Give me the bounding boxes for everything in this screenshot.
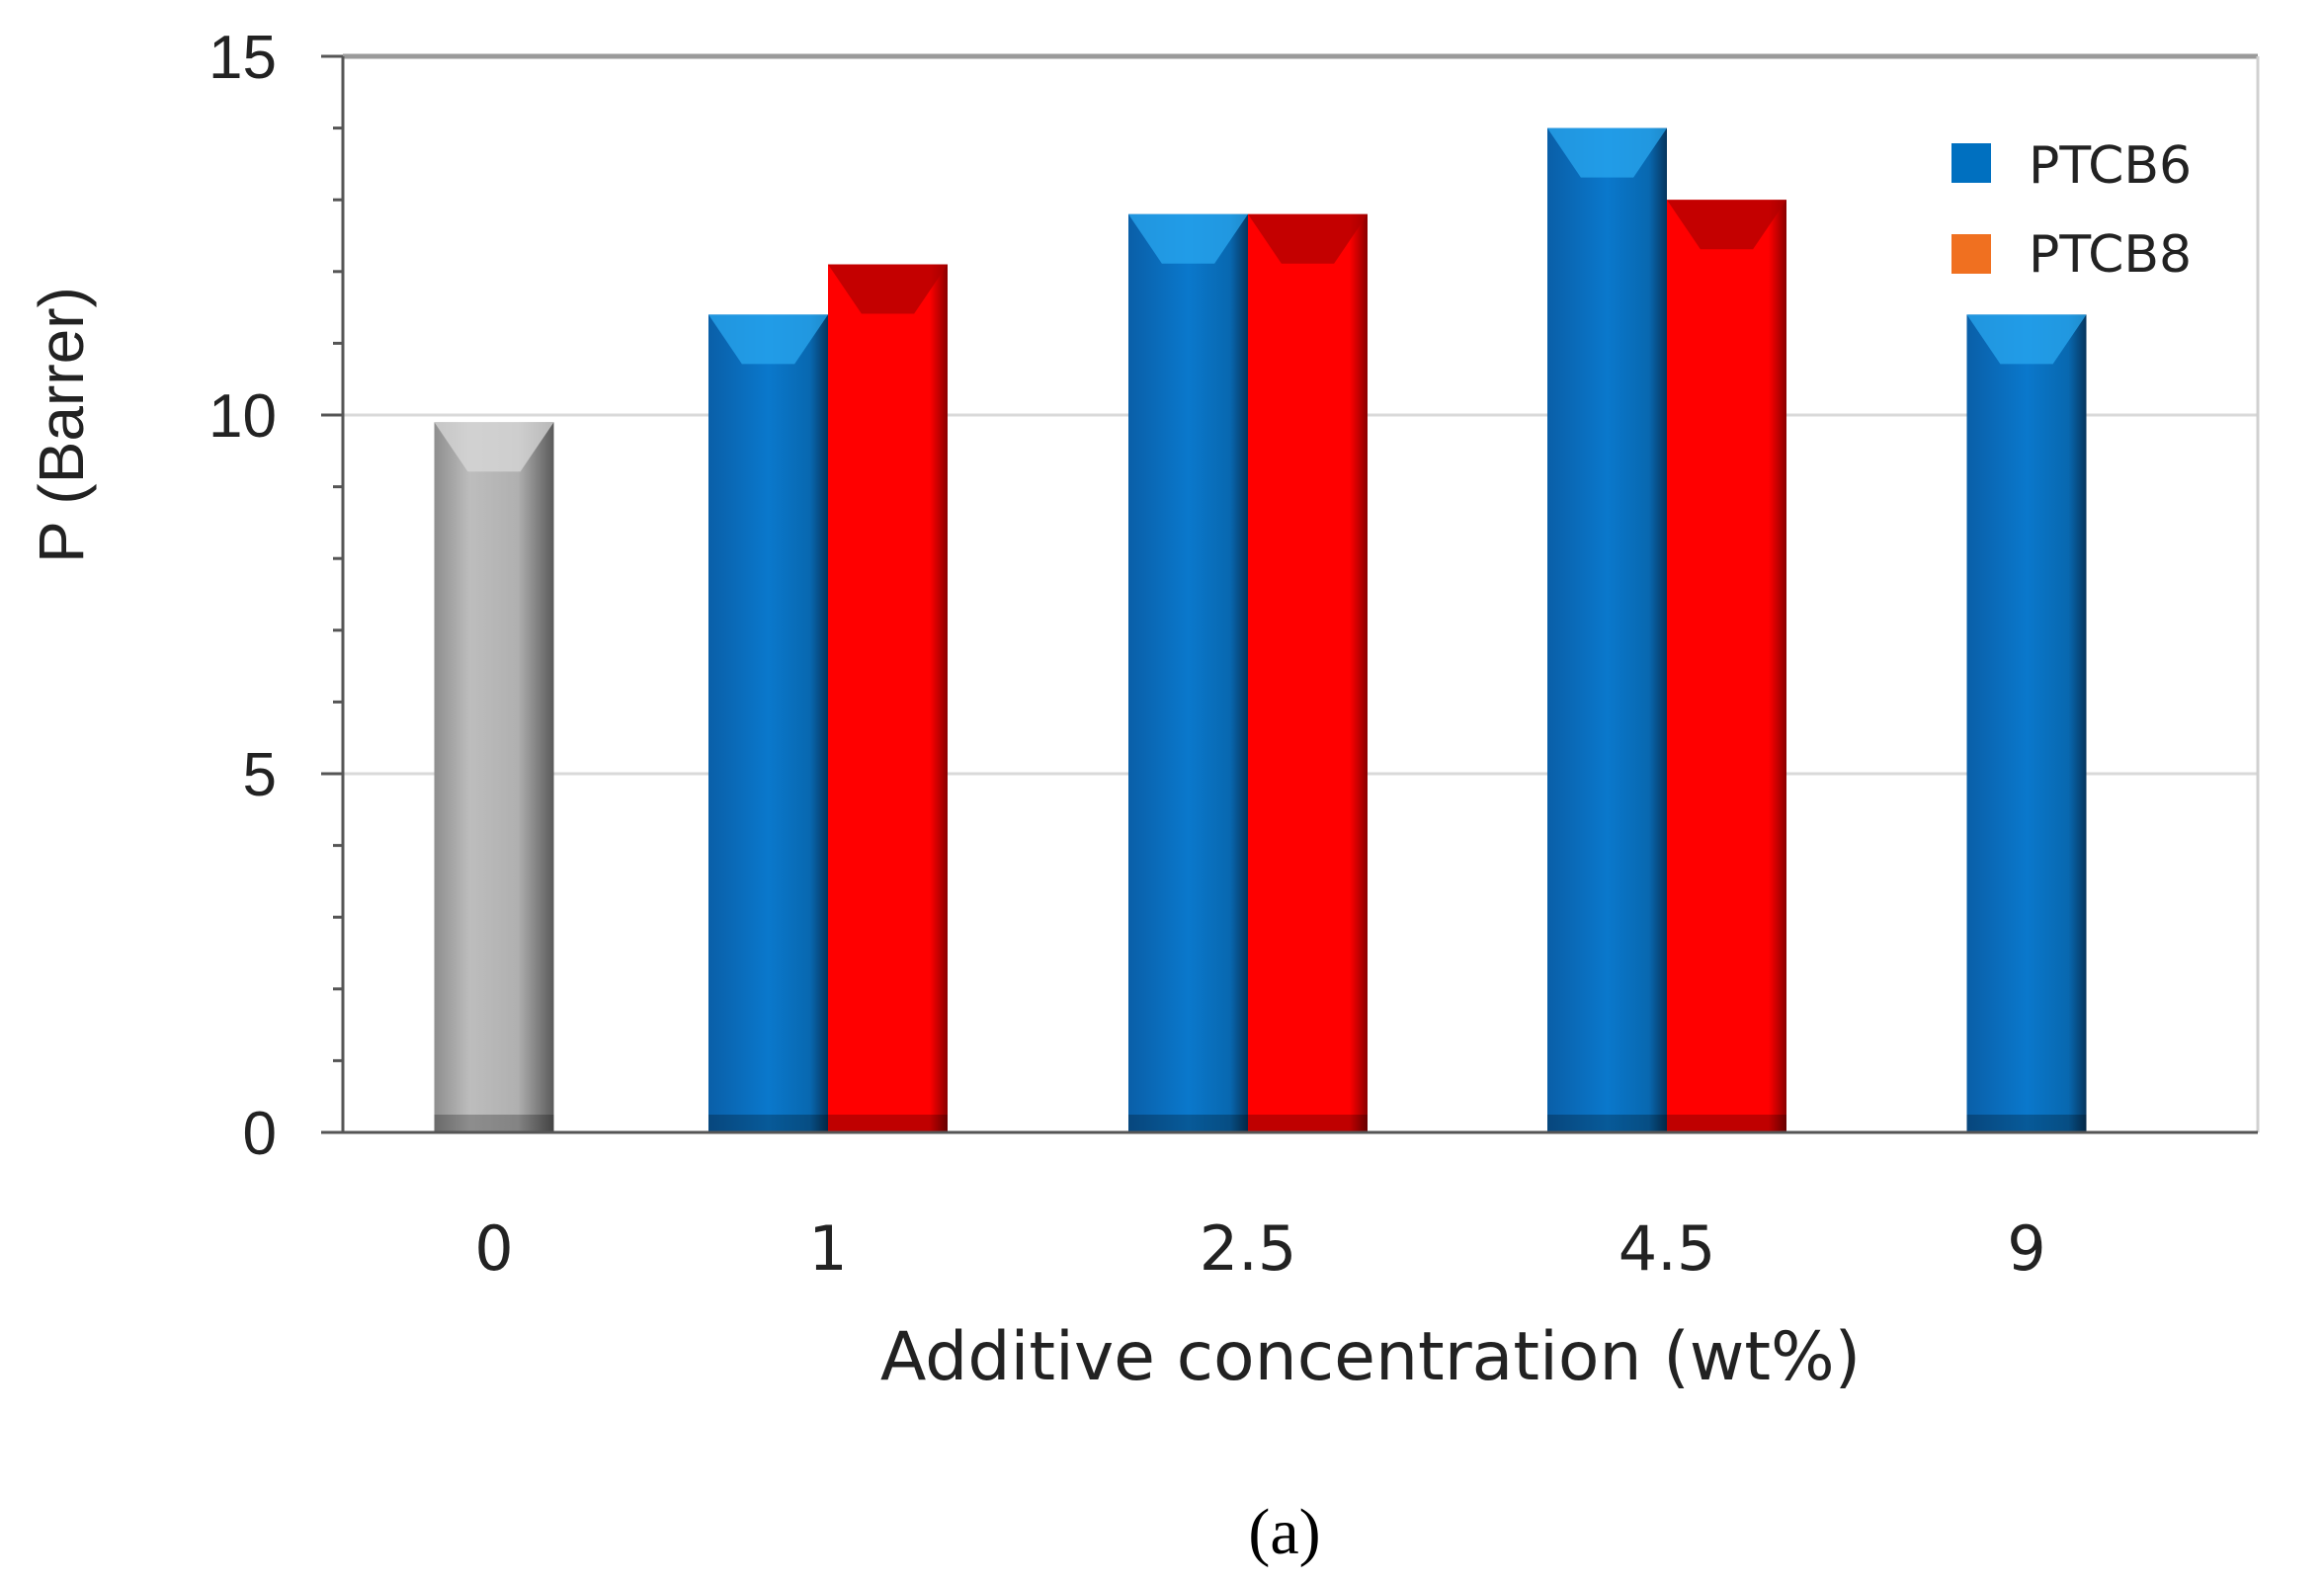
bar-bevel-baseline-0 <box>434 422 554 472</box>
bars <box>434 127 2087 1133</box>
bar-bevel-ptcb6-2.5 <box>1128 213 1248 264</box>
bar-base-baseline-0 <box>434 1115 554 1132</box>
bar-base-ptcb6-4.5 <box>1547 1115 1667 1132</box>
x-tick-label: 0 <box>474 1212 513 1285</box>
bar-ptcb6-1 <box>708 314 828 1132</box>
bar-bevel-ptcb6-4.5 <box>1547 127 1667 178</box>
bar-base-ptcb6-9 <box>1966 1115 2087 1132</box>
y-tick-labels: 0 5 10 15 <box>208 24 277 1168</box>
bar-ptcb8-1 <box>828 264 948 1132</box>
bar-ptcb6-9 <box>1966 314 2087 1132</box>
bar-ptcb8-4.5 <box>1667 200 1786 1132</box>
x-tick-label: 9 <box>2007 1212 2045 1285</box>
legend-marker-ptcb6 <box>1951 143 1991 183</box>
bar-base-ptcb6-2.5 <box>1128 1115 1248 1132</box>
bar-ptcb8-2.5 <box>1248 213 1368 1133</box>
bar-baseline-0 <box>434 422 554 1132</box>
figure-caption: (a) <box>1248 1496 1320 1568</box>
bar-ptcb6-2.5 <box>1128 213 1248 1133</box>
y-tick-label: 15 <box>208 24 277 92</box>
bar-ptcb6-4.5 <box>1547 127 1667 1133</box>
bar-bevel-ptcb6-1 <box>708 314 828 365</box>
bar-base-ptcb6-1 <box>708 1115 828 1132</box>
x-tick-label: 1 <box>808 1212 847 1285</box>
bar-bevel-ptcb8-1 <box>828 264 948 314</box>
legend-label-ptcb8: PTCB8 <box>2029 225 2192 285</box>
legend: PTCB6 PTCB8 <box>1951 136 2192 285</box>
bar-bevel-ptcb6-9 <box>1966 314 2087 365</box>
y-tick-label: 10 <box>208 382 277 451</box>
y-tick-label: 0 <box>243 1100 277 1168</box>
legend-label-ptcb6: PTCB6 <box>2029 136 2192 196</box>
axes <box>321 54 2258 1134</box>
x-tick-label: 2.5 <box>1200 1212 1297 1285</box>
legend-marker-ptcb8 <box>1951 234 1991 274</box>
bar-base-ptcb8-2.5 <box>1248 1115 1368 1132</box>
y-axis-label: P (Barrer) <box>26 287 97 563</box>
x-tick-label: 4.5 <box>1618 1212 1716 1285</box>
y-tick-label: 5 <box>243 741 277 809</box>
bar-base-ptcb8-1 <box>828 1115 948 1132</box>
bar-bevel-ptcb8-4.5 <box>1667 200 1786 250</box>
bar-bevel-ptcb8-2.5 <box>1248 213 1368 264</box>
x-axis-label: Additive concentration (wt%) <box>880 1318 1861 1396</box>
bar-base-ptcb8-4.5 <box>1667 1115 1786 1132</box>
x-tick-labels: 0 1 2.5 4.5 9 <box>474 1212 2045 1285</box>
